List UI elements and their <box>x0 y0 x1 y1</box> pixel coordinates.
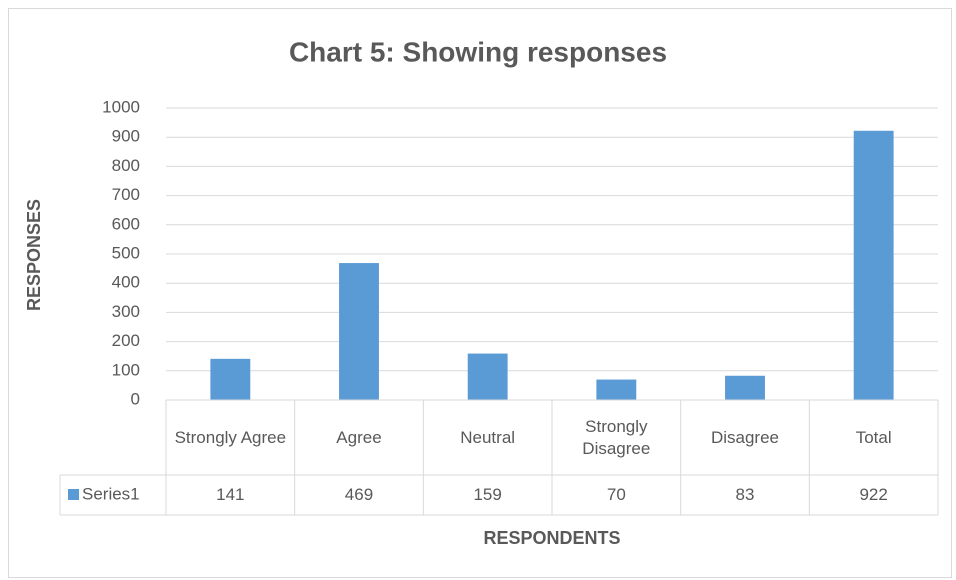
x-axis-label: RESPONDENTS <box>483 528 620 548</box>
y-tick-label: 600 <box>112 214 140 233</box>
category-label: Agree <box>336 427 382 447</box>
category-label: Strongly Agree <box>174 427 287 447</box>
bar <box>725 375 765 400</box>
bar <box>853 130 894 400</box>
bar <box>596 379 637 400</box>
data-table-value: 159 <box>473 485 502 504</box>
legend-key <box>68 489 79 500</box>
y-tick-label: 900 <box>112 127 140 146</box>
chart-title: Chart 5: Showing responses <box>289 36 667 67</box>
data-table-value: 70 <box>606 485 626 504</box>
y-tick-label: 100 <box>112 360 140 379</box>
bar <box>467 353 508 400</box>
data-table-value: 141 <box>216 485 245 504</box>
category-label: Total <box>855 427 892 447</box>
bar <box>210 358 251 400</box>
y-tick-label: 800 <box>112 156 140 175</box>
y-tick-label: 200 <box>112 331 140 350</box>
category-label: Strongly Disagree <box>582 416 651 458</box>
y-tick-label: 500 <box>112 243 140 262</box>
y-tick-label: 400 <box>112 273 140 292</box>
data-table-value: 83 <box>735 485 755 504</box>
y-tick-label: 0 <box>131 389 140 408</box>
y-axis-label: RESPONSES <box>24 199 44 311</box>
data-table-value: 469 <box>344 485 374 504</box>
y-tick-label: 700 <box>112 185 140 204</box>
y-tick-label: 300 <box>112 302 140 321</box>
legend-label: Series1 <box>82 484 140 503</box>
category-label: Neutral <box>460 427 516 447</box>
y-tick-label: 1000 <box>102 97 140 116</box>
data-table-value: 922 <box>859 485 888 504</box>
bar <box>339 263 379 400</box>
category-label: Disagree <box>710 427 779 447</box>
